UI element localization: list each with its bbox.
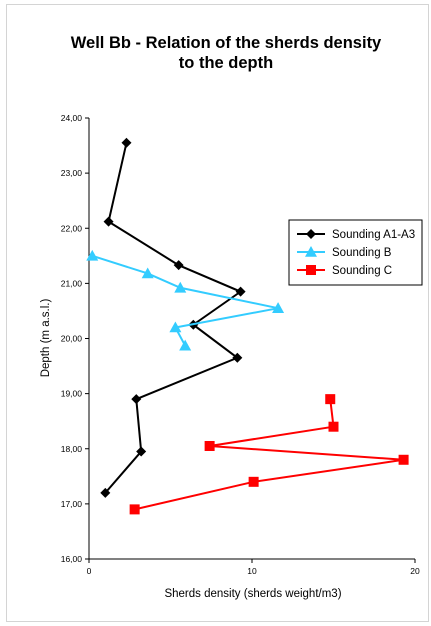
data-point-sounding-a1-a3 (100, 487, 111, 498)
series-line-sounding-b (91, 254, 279, 347)
y-axis-label: Depth (m a.s.l.) (40, 299, 52, 378)
data-point-sounding-a1-a3 (173, 260, 184, 271)
data-point-sounding-c (328, 421, 339, 432)
data-point-sounding-a1-a3 (131, 394, 142, 405)
y-tick-label: 17,00 (61, 499, 83, 509)
chart-title-line-2: to the depth (179, 54, 273, 72)
x-axis-label: Sherds density (sherds weight/m3) (164, 588, 341, 600)
data-point-sounding-a1-a3 (232, 352, 243, 363)
y-tick-label: 24,00 (61, 113, 83, 123)
data-point-sounding-b (179, 339, 192, 351)
legend-marker-sounding-b (305, 246, 317, 257)
data-point-sounding-a1-a3 (136, 446, 147, 457)
data-point-sounding-c (325, 394, 336, 405)
x-tick-label: 20 (410, 566, 420, 576)
data-point-sounding-a1-a3 (235, 286, 246, 297)
y-tick-label: 19,00 (61, 389, 83, 399)
x-tick-label: 0 (87, 566, 92, 576)
data-point-sounding-c (204, 440, 215, 451)
legend-marker-sounding-a1-a3 (306, 229, 316, 239)
series-line-sounding-c (134, 399, 404, 511)
y-tick-label: 18,00 (61, 444, 83, 454)
x-tick-label: 10 (247, 566, 257, 576)
data-point-sounding-a1-a3 (121, 137, 132, 148)
data-point-sounding-b (174, 281, 187, 293)
y-tick-label: 16,00 (61, 554, 83, 564)
y-tick-label: 21,00 (61, 278, 83, 288)
y-tick-label: 20,00 (61, 334, 83, 344)
legend-label-sounding-b: Sounding B (332, 247, 392, 259)
y-tick-label: 23,00 (61, 168, 83, 178)
chart-title-line-1: Well Bb - Relation of the sherds density (71, 34, 382, 52)
data-point-sounding-c (129, 504, 140, 515)
data-point-sounding-b (272, 302, 285, 313)
data-point-sounding-a1-a3 (103, 216, 114, 227)
data-point-sounding-b (169, 321, 182, 333)
legend-label-sounding-c: Sounding C (332, 265, 392, 277)
data-point-sounding-b (86, 249, 99, 261)
series-line-sounding-a1-a3 (104, 142, 243, 494)
legend-marker-sounding-c (306, 265, 316, 275)
data-point-sounding-c (248, 476, 259, 487)
y-tick-label: 22,00 (61, 223, 83, 233)
chart-area (6, 4, 429, 622)
data-point-sounding-b (141, 267, 154, 279)
legend: Sounding A1-A3 Sounding B Sounding C (288, 219, 423, 286)
legend-label-sounding-a1-a3: Sounding A1-A3 (332, 229, 415, 241)
plot-area: 16,00 17,00 18,00 19,00 20,00 21,00 22,00 23,00… (61, 113, 420, 576)
data-point-sounding-c (398, 454, 409, 465)
